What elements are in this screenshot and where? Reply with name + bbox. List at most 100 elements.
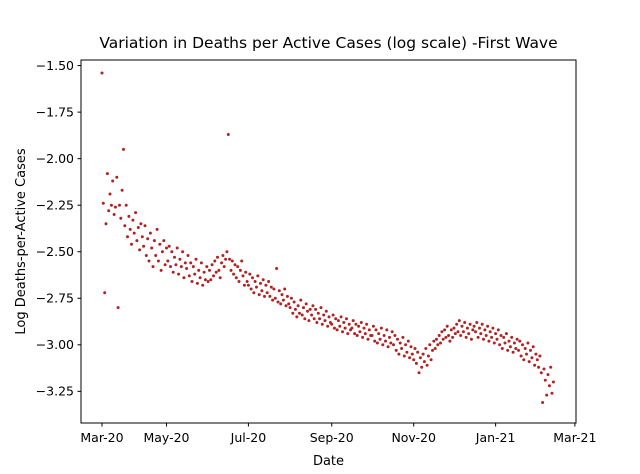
data-point <box>201 283 205 287</box>
data-point <box>225 250 229 254</box>
data-point <box>241 274 245 278</box>
data-point <box>226 133 230 136</box>
data-point <box>396 337 399 341</box>
data-point <box>517 348 520 352</box>
data-point <box>224 257 228 261</box>
data-point <box>522 358 526 362</box>
data-point <box>529 348 532 352</box>
data-point <box>480 322 484 326</box>
data-point <box>139 222 143 226</box>
data-point <box>156 259 160 263</box>
data-point <box>119 216 123 220</box>
y-tick-label: −3.00 <box>36 337 74 352</box>
data-point <box>256 274 260 278</box>
data-point <box>463 321 467 324</box>
data-point <box>467 332 471 336</box>
data-point <box>547 384 551 388</box>
data-point <box>198 276 202 280</box>
y-tick-label: −2.25 <box>36 198 74 213</box>
data-point <box>543 378 547 382</box>
data-point <box>518 339 522 343</box>
data-point <box>448 339 452 343</box>
data-point <box>508 345 512 349</box>
x-tick-label: Jan-21 <box>475 430 516 445</box>
data-point <box>433 347 437 350</box>
data-point <box>122 147 125 151</box>
data-point <box>170 250 174 254</box>
data-point <box>222 265 226 269</box>
data-point <box>534 352 538 356</box>
data-point <box>451 335 455 339</box>
x-tick-label: Mar-20 <box>80 430 123 445</box>
data-point <box>323 319 327 323</box>
data-point <box>465 326 469 330</box>
data-point <box>449 328 453 332</box>
data-point <box>531 345 535 349</box>
data-point <box>257 293 261 297</box>
data-point <box>193 272 197 276</box>
data-point <box>148 231 152 235</box>
data-point <box>276 300 280 304</box>
data-point <box>208 268 211 272</box>
data-point <box>111 179 115 183</box>
data-point <box>384 339 387 343</box>
x-tick-label: Mar-21 <box>553 430 596 445</box>
data-point <box>476 335 480 339</box>
data-point <box>287 302 291 306</box>
data-point <box>285 294 289 298</box>
data-point <box>128 227 132 231</box>
data-point <box>197 268 201 272</box>
data-point <box>527 360 531 364</box>
data-point <box>393 334 397 337</box>
data-point <box>263 294 266 298</box>
data-point <box>385 328 389 332</box>
x-tick-label: May-20 <box>143 430 189 445</box>
data-point <box>471 328 475 332</box>
data-point <box>166 259 170 263</box>
data-point <box>312 317 316 321</box>
data-point <box>475 321 479 324</box>
data-point <box>478 326 481 330</box>
data-point <box>277 289 281 293</box>
data-point <box>205 265 209 269</box>
data-point <box>373 339 377 343</box>
data-point <box>390 330 394 334</box>
data-point <box>351 319 355 323</box>
data-point <box>549 365 553 369</box>
data-point <box>140 235 144 239</box>
data-point <box>327 315 331 319</box>
data-point <box>320 322 324 326</box>
data-point <box>412 358 416 362</box>
data-point <box>457 319 461 323</box>
data-point <box>281 298 285 302</box>
data-point <box>441 337 445 341</box>
data-point <box>512 341 516 345</box>
data-point <box>338 324 342 328</box>
data-point <box>146 237 150 241</box>
data-point <box>542 367 546 371</box>
data-point <box>414 361 418 365</box>
data-point <box>443 328 447 332</box>
data-point <box>162 239 166 243</box>
data-point <box>174 263 178 267</box>
data-point <box>316 311 320 315</box>
data-point <box>331 313 335 317</box>
data-point <box>453 332 457 336</box>
data-point <box>135 239 139 243</box>
data-point <box>389 341 393 345</box>
data-point <box>521 343 524 347</box>
data-point <box>242 283 246 287</box>
data-point <box>343 326 347 330</box>
x-axis-ticks: Mar-20 May-20 Jul-20 Sep-20 Nov-20 Jan-21 Mar-… <box>80 423 596 445</box>
data-point <box>538 354 542 358</box>
data-point <box>232 272 236 276</box>
data-point <box>260 289 264 293</box>
data-point <box>293 307 297 311</box>
data-point <box>210 263 214 267</box>
data-point <box>406 339 410 343</box>
data-point <box>537 365 541 369</box>
data-point <box>138 248 142 252</box>
data-point <box>245 280 249 283</box>
data-point <box>324 309 328 313</box>
